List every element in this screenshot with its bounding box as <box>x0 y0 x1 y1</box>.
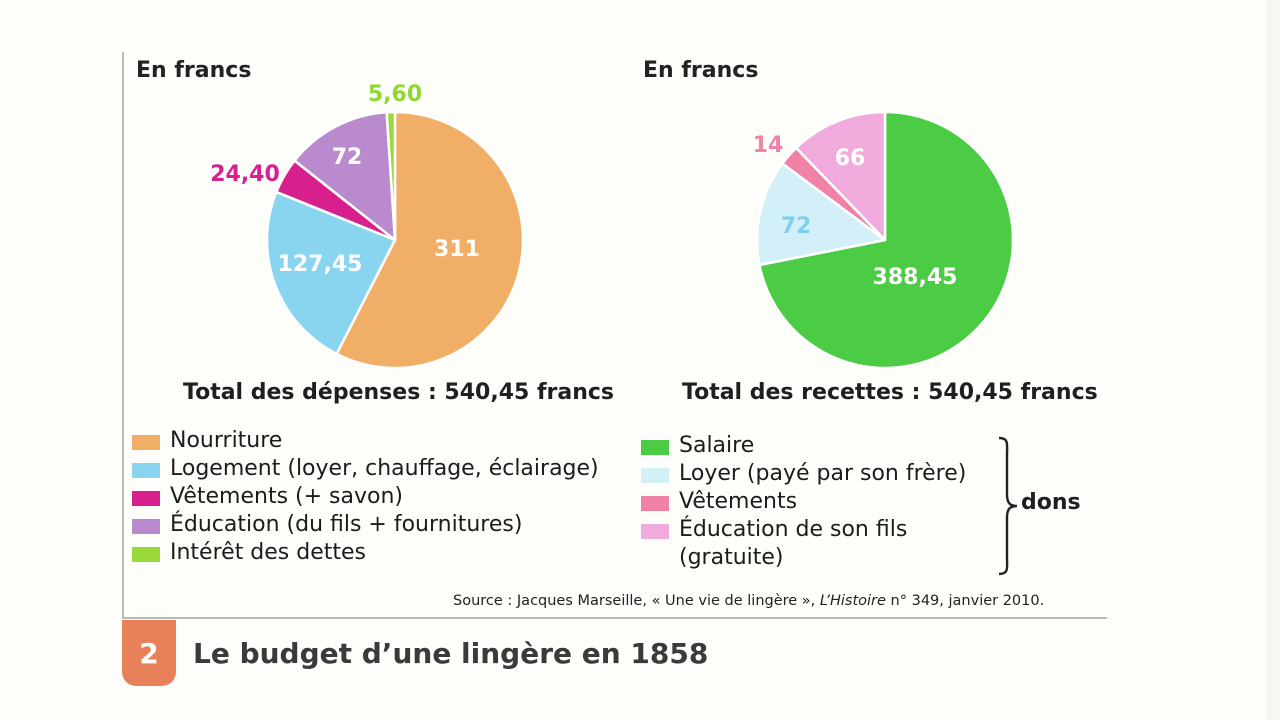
pie-slice <box>265 190 397 356</box>
legend-swatch <box>132 463 160 478</box>
pie-slice <box>335 110 525 370</box>
slice-value-label: 24,40 <box>210 162 280 187</box>
legend-label: Vêtements (+ savon) <box>170 484 403 509</box>
legend-item: Salaire <box>641 432 966 460</box>
slice-value-label: 127,45 <box>278 252 363 277</box>
income-unit-label: En francs <box>643 58 759 83</box>
frame-bottom-border <box>122 617 1107 619</box>
expenses-unit-label: En francs <box>136 58 252 83</box>
legend-label: Intérêt des dettes <box>170 540 367 565</box>
slice-value-label: 5,60 <box>368 82 422 107</box>
legend-item: Éducation de son fils (gratuite) <box>641 516 966 572</box>
legend-label: Salaire <box>679 433 755 458</box>
legend-item: Vêtements <box>641 488 966 516</box>
source-citation: Source : Jacques Marseille, « Une vie de… <box>453 593 1044 609</box>
frame-left-border <box>122 52 124 618</box>
source-prefix: Source : Jacques Marseille, « Une vie de… <box>453 593 820 609</box>
legend-label: Loyer (payé par son frère) <box>679 461 967 486</box>
legend-swatch <box>132 519 160 534</box>
legend-label: Éducation de son fils (gratuite) <box>679 517 908 570</box>
legend-item: Vêtements (+ savon) <box>132 483 599 511</box>
slice-value-label: 72 <box>781 214 812 239</box>
income-pie-chart: 388,45 72 14 66 <box>753 110 1015 370</box>
slice-value-label: 14 <box>753 133 784 158</box>
legend-label: Vêtements <box>679 489 798 514</box>
legend-swatch <box>641 524 669 539</box>
legend-swatch <box>132 547 160 562</box>
income-total: Total des recettes : 540,45 francs <box>682 380 1098 405</box>
legend-item: Logement (loyer, chauffage, éclairage) <box>132 455 599 483</box>
legend-label: Nourriture <box>170 428 283 453</box>
slice-value-label: 388,45 <box>873 265 958 290</box>
legend-item: Loyer (payé par son frère) <box>641 460 966 488</box>
source-journal: L’Histoire <box>819 593 886 609</box>
legend-item: Nourriture <box>132 427 599 455</box>
legend-label: Éducation (du fils + fournitures) <box>170 512 523 537</box>
income-legend: Salaire Loyer (payé par son frère) Vêtem… <box>641 432 966 572</box>
pie-slice <box>385 110 397 242</box>
slice-value-label: 72 <box>332 145 363 170</box>
figure-number-badge: 2 <box>122 620 176 686</box>
curly-brace-icon <box>998 436 1018 576</box>
legend-label: Logement (loyer, chauffage, éclairage) <box>170 456 599 481</box>
pie-slice <box>293 111 397 242</box>
expenses-legend: Nourriture Logement (loyer, chauffage, é… <box>132 427 599 567</box>
expenses-total: Total des dépenses : 540,45 francs <box>183 380 615 405</box>
slice-value-label: 66 <box>835 146 866 171</box>
pie-slice <box>755 162 887 267</box>
expenses-pie-chart: 311 127,45 24,40 72 5,60 <box>210 82 525 370</box>
gifts-brace-label: dons <box>1021 490 1081 515</box>
source-suffix: n° 349, janvier 2010. <box>885 593 1045 609</box>
legend-swatch <box>641 468 669 483</box>
legend-swatch <box>641 496 669 511</box>
legend-swatch <box>132 491 160 506</box>
legend-swatch <box>132 435 160 450</box>
figure-title: Le budget d’une lingère en 1858 <box>193 637 709 670</box>
pie-slice <box>794 110 887 242</box>
legend-swatch <box>641 440 669 455</box>
page-edge <box>1266 0 1280 720</box>
legend-item: Éducation (du fils + fournitures) <box>132 511 599 539</box>
slice-value-label: 311 <box>434 237 480 262</box>
legend-item: Intérêt des dettes <box>132 539 599 567</box>
